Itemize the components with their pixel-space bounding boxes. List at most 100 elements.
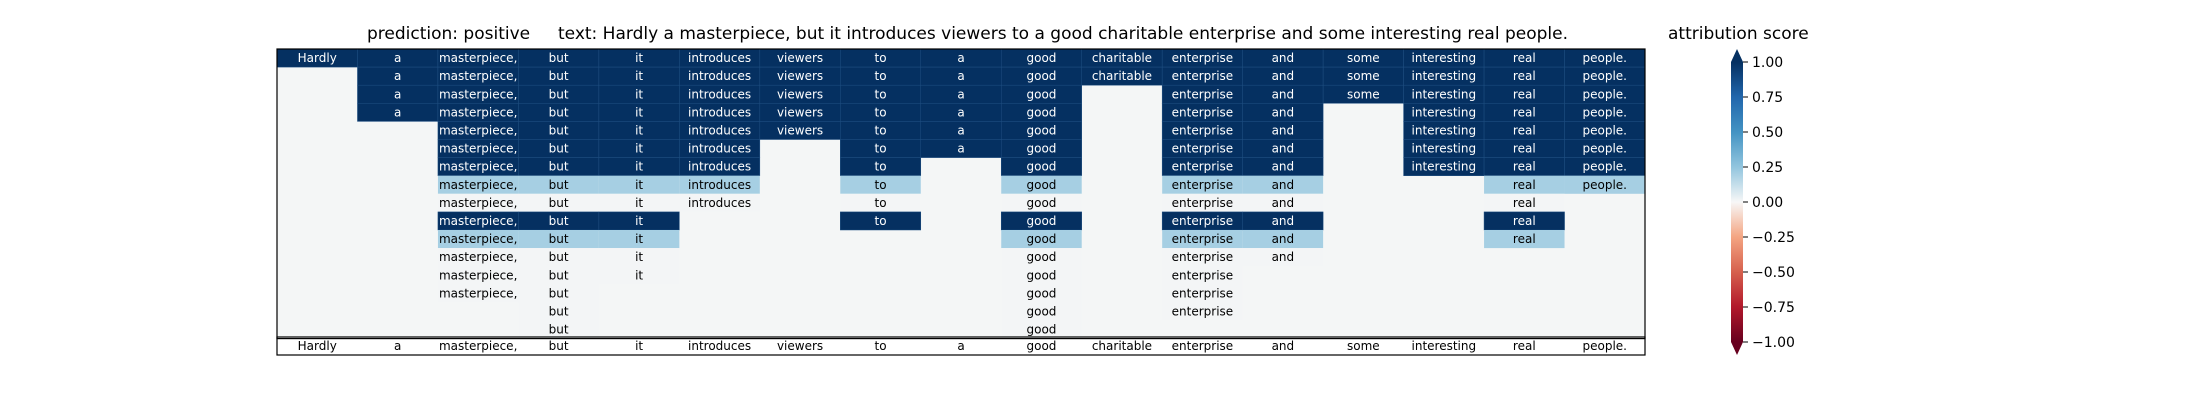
cell-token-label: good <box>1027 232 1057 246</box>
cell-token-label: a <box>957 105 964 119</box>
cell-token-label: people. <box>1583 123 1628 137</box>
token-label: to <box>875 339 887 353</box>
cell-token-label: masterpiece, <box>439 160 517 174</box>
cell-token-label: but <box>549 232 569 246</box>
cell-token-label: real <box>1513 87 1536 101</box>
cell-token-label: enterprise <box>1172 250 1234 264</box>
token-label: charitable <box>1092 339 1152 353</box>
heatmap-cell <box>518 302 599 321</box>
heatmap-cell <box>1001 193 1082 212</box>
heatmap-cell <box>437 248 519 267</box>
cell-token-label: to <box>875 87 887 101</box>
heatmap-cell <box>1162 248 1243 267</box>
colorbar-title: attribution score <box>1668 24 1809 44</box>
cell-token-label: enterprise <box>1172 160 1234 174</box>
cell-token-label: it <box>635 196 643 210</box>
cell-token-label: and <box>1272 250 1295 264</box>
colorbar-gradient <box>1731 62 1743 342</box>
heatmap-cell <box>518 175 599 194</box>
cell-token-label: viewers <box>777 123 823 137</box>
cell-token-label: good <box>1027 51 1057 65</box>
cell-token-label: and <box>1272 87 1295 101</box>
cell-token-label: but <box>549 69 569 83</box>
colorbar-tick-label: −1.00 <box>1752 335 1795 351</box>
cell-token-label: to <box>875 123 887 137</box>
cell-token-label: interesting <box>1412 160 1477 174</box>
cell-token-label: it <box>635 87 643 101</box>
token-label: good <box>1027 339 1057 353</box>
cell-token-label: interesting <box>1412 51 1477 65</box>
cell-token-label: and <box>1272 51 1295 65</box>
heatmap-cell <box>598 248 680 267</box>
heatmap-cell <box>1242 193 1324 212</box>
heatmap-cell <box>679 175 760 194</box>
token-label: real <box>1513 339 1536 353</box>
cell-token-label: masterpiece, <box>439 250 517 264</box>
token-label: some <box>1347 339 1380 353</box>
heatmap-cell <box>598 266 680 285</box>
cell-token-label: real <box>1513 160 1536 174</box>
cell-token-label: it <box>635 69 643 83</box>
cell-token-label: viewers <box>777 105 823 119</box>
cell-token-label: interesting <box>1412 142 1477 156</box>
cell-token-label: and <box>1272 178 1295 192</box>
colorbar-tick-label: −0.75 <box>1752 300 1795 316</box>
cell-token-label: viewers <box>777 51 823 65</box>
colorbar-ticks: 1.00 0.75 0.50 0.25 0.00 −0.25 −0.50 −0.75 −1.00 <box>1743 55 1795 351</box>
cell-token-label: a <box>394 87 401 101</box>
heatmap-cell <box>437 284 519 303</box>
heatmap-cell <box>437 193 519 212</box>
cell-token-label: masterpiece, <box>439 268 517 282</box>
cell-token-label: and <box>1272 123 1295 137</box>
cell-token-label: introduces <box>688 196 751 210</box>
cell-token-label: masterpiece, <box>439 105 517 119</box>
cell-token-label: introduces <box>688 87 751 101</box>
cell-token-label: enterprise <box>1172 268 1234 282</box>
cell-token-label: people. <box>1583 69 1628 83</box>
cell-token-label: real <box>1513 142 1536 156</box>
cell-token-label: introduces <box>688 51 751 65</box>
cell-token-label: but <box>549 123 569 137</box>
cell-token-label: introduces <box>688 142 751 156</box>
cell-token-label: it <box>635 268 643 282</box>
cell-token-label: people. <box>1583 87 1628 101</box>
cell-token-label: but <box>549 196 569 210</box>
cell-token-label: masterpiece, <box>439 87 517 101</box>
heatmap-cell <box>1162 266 1243 285</box>
cell-token-label: good <box>1027 214 1057 228</box>
cell-token-label: some <box>1347 87 1380 101</box>
cell-token-label: masterpiece, <box>439 232 517 246</box>
cell-token-label: but <box>549 286 569 300</box>
cell-token-label: some <box>1347 51 1380 65</box>
colorbar: 1.00 0.75 0.50 0.25 0.00 −0.25 −0.50 −0.75 −1.00 <box>1731 49 1795 355</box>
heatmap-cell <box>1242 175 1324 194</box>
cell-token-label: enterprise <box>1172 69 1234 83</box>
cell-token-label: enterprise <box>1172 232 1234 246</box>
cell-token-label: masterpiece, <box>439 69 517 83</box>
cell-token-label: but <box>549 51 569 65</box>
cell-token-label: to <box>875 178 887 192</box>
colorbar-min-arrow <box>1731 342 1743 355</box>
cell-token-label: it <box>635 51 643 65</box>
cell-token-label: but <box>549 268 569 282</box>
cell-token-label: enterprise <box>1172 105 1234 119</box>
cell-token-label: masterpiece, <box>439 51 517 65</box>
cell-token-label: enterprise <box>1172 123 1234 137</box>
cell-token-label: people. <box>1583 160 1628 174</box>
heatmap-cell <box>679 193 760 212</box>
cell-token-label: good <box>1027 250 1057 264</box>
cell-token-label: enterprise <box>1172 286 1234 300</box>
cell-token-label: good <box>1027 142 1057 156</box>
heatmap-cell <box>598 193 680 212</box>
token-row: Hardly a masterpiece, but it introduces viewer… <box>298 339 1627 353</box>
cell-token-label: it <box>635 142 643 156</box>
cell-token-label: people. <box>1583 178 1628 192</box>
cell-token-label: a <box>957 51 964 65</box>
cell-token-label: enterprise <box>1172 142 1234 156</box>
heatmap-cell <box>1162 175 1243 194</box>
cell-token-label: real <box>1513 69 1536 83</box>
token-label: introduces <box>688 339 751 353</box>
heatmap-frames <box>276 48 1646 356</box>
cell-token-label: interesting <box>1412 123 1477 137</box>
heatmap-frame <box>276 48 1646 340</box>
